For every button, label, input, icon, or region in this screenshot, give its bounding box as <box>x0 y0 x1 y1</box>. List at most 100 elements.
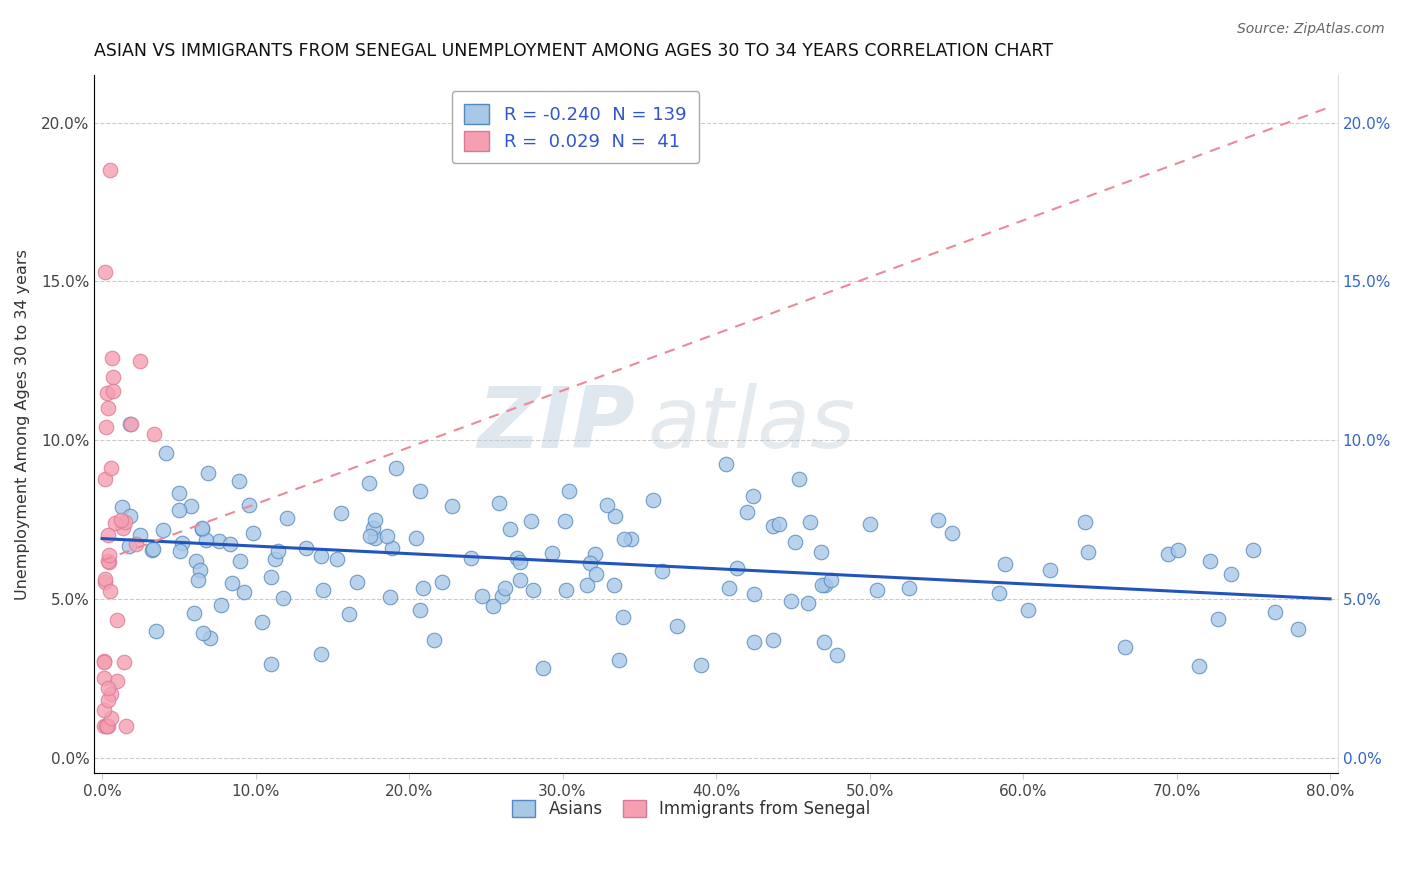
Point <box>93 654 115 668</box>
Point <box>103 369 125 384</box>
Point <box>276 510 298 524</box>
Point <box>432 574 454 589</box>
Point <box>1206 612 1229 626</box>
Point <box>495 581 517 595</box>
Point <box>94 472 117 486</box>
Point <box>118 417 141 432</box>
Point <box>295 541 318 555</box>
Point <box>120 417 142 432</box>
Point <box>155 446 177 460</box>
Point <box>96 385 118 400</box>
Point <box>93 719 115 733</box>
Point <box>576 578 599 592</box>
Point <box>346 575 368 590</box>
Text: Source: ZipAtlas.com: Source: ZipAtlas.com <box>1237 22 1385 37</box>
Point <box>169 485 191 500</box>
Point <box>509 555 531 569</box>
Point <box>105 613 128 627</box>
Y-axis label: Unemployment Among Ages 30 to 34 years: Unemployment Among Ages 30 to 34 years <box>15 249 30 599</box>
Point <box>554 514 576 528</box>
Point <box>714 458 737 472</box>
Point <box>260 570 283 584</box>
Point <box>866 582 889 597</box>
Point <box>197 466 219 480</box>
Point <box>412 581 434 595</box>
Point <box>558 483 581 498</box>
Point <box>93 671 115 685</box>
Legend: Asians, Immigrants from Senegal: Asians, Immigrants from Senegal <box>505 793 877 824</box>
Point <box>337 607 360 622</box>
Point <box>93 703 115 717</box>
Point <box>735 505 758 519</box>
Point <box>242 525 264 540</box>
Point <box>97 719 120 733</box>
Point <box>988 585 1011 599</box>
Point <box>167 503 190 517</box>
Point <box>1286 622 1309 636</box>
Point <box>186 554 208 568</box>
Point <box>198 631 221 645</box>
Point <box>405 531 427 545</box>
Point <box>385 460 408 475</box>
Point <box>768 517 790 532</box>
Point <box>271 591 294 605</box>
Text: ASIAN VS IMMIGRANTS FROM SENEGAL UNEMPLOYMENT AMONG AGES 30 TO 34 YEARS CORRELAT: ASIAN VS IMMIGRANTS FROM SENEGAL UNEMPLO… <box>94 42 1053 60</box>
Point <box>359 529 381 543</box>
Point <box>651 564 673 578</box>
Point <box>509 574 531 588</box>
Point <box>941 525 963 540</box>
Point <box>142 541 165 556</box>
Point <box>208 534 231 549</box>
Point <box>97 554 120 568</box>
Point <box>94 572 117 586</box>
Point <box>187 573 209 587</box>
Point <box>1114 640 1136 654</box>
Point <box>325 551 347 566</box>
Point <box>364 512 387 526</box>
Point <box>105 674 128 689</box>
Point <box>620 532 643 546</box>
Point <box>423 633 446 648</box>
Point <box>1039 563 1062 577</box>
Point <box>228 553 250 567</box>
Point <box>1241 543 1264 558</box>
Point <box>375 529 398 543</box>
Point <box>810 544 832 558</box>
Point <box>1156 547 1178 561</box>
Point <box>125 536 148 550</box>
Point <box>180 500 202 514</box>
Point <box>238 498 260 512</box>
Point <box>309 549 332 563</box>
Point <box>101 384 124 398</box>
Point <box>250 615 273 630</box>
Point <box>94 575 117 590</box>
Point <box>927 513 949 527</box>
Point <box>169 544 191 558</box>
Point <box>470 589 492 603</box>
Point <box>112 521 135 535</box>
Point <box>191 522 214 536</box>
Point <box>209 598 232 612</box>
Point <box>97 681 120 695</box>
Point <box>607 653 630 667</box>
Point <box>787 473 810 487</box>
Point <box>994 557 1017 571</box>
Point <box>97 693 120 707</box>
Point <box>97 548 120 562</box>
Point <box>115 719 138 733</box>
Point <box>603 578 626 592</box>
Point <box>309 647 332 661</box>
Point <box>1167 543 1189 558</box>
Point <box>357 476 380 491</box>
Point <box>364 531 387 545</box>
Point <box>742 587 765 601</box>
Point <box>491 589 513 603</box>
Point <box>897 581 920 595</box>
Point <box>520 514 543 528</box>
Point <box>506 550 529 565</box>
Point <box>1188 658 1211 673</box>
Point <box>100 710 122 724</box>
Point <box>1220 566 1243 581</box>
Point <box>810 578 832 592</box>
Point <box>380 590 402 604</box>
